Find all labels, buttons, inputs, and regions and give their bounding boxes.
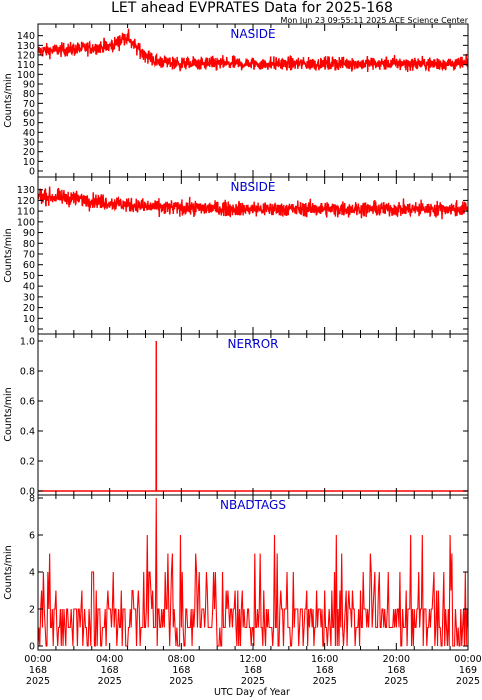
y-tick-label: 40 xyxy=(23,128,35,139)
y-tick-label: 40 xyxy=(23,282,35,293)
x-tick-label-doy: 168 xyxy=(387,665,405,676)
y-axis-label: Counts/min xyxy=(3,73,14,127)
panel-nerror: 0.0 0.2 0.4 0.6 0.8 1.0 NERROR Counts/min xyxy=(3,333,469,498)
panel-label: NBADTAGS xyxy=(220,498,286,512)
y-tick-label: 0 xyxy=(29,167,35,178)
y-tick-label: 90 xyxy=(23,228,35,239)
x-tick-label-year: 2025 xyxy=(241,676,265,687)
y-tick-label: 20 xyxy=(23,303,35,314)
y-axis-label: Counts/min xyxy=(3,228,14,282)
y-tick-label: 2 xyxy=(29,605,35,616)
x-tick-label-year: 2025 xyxy=(456,676,480,687)
y-tick-label: 140 xyxy=(17,31,35,42)
y-axis-label: Counts/min xyxy=(3,545,14,599)
x-tick-label-doy: 168 xyxy=(172,665,190,676)
x-tick-label-doy: 168 xyxy=(316,665,334,676)
chart-title: LET ahead EVPRATES Data for 2025-168 xyxy=(111,0,393,16)
x-tick-label-year: 2025 xyxy=(98,676,122,687)
y-tick-label: 110 xyxy=(17,60,35,71)
x-tick-label-year: 2025 xyxy=(26,676,50,687)
series-line-nbadtags xyxy=(38,497,468,647)
x-tick-label-doy: 168 xyxy=(244,665,262,676)
y-tick-label: 120 xyxy=(17,196,35,207)
y-tick-label: 70 xyxy=(23,99,35,110)
y-tick-label: 100 xyxy=(17,70,35,81)
y-tick-label: 0.6 xyxy=(20,397,35,408)
x-tick-label-doy: 168 xyxy=(101,665,119,676)
x-tick-label-time: 08:00 xyxy=(168,654,195,665)
y-tick-label: 80 xyxy=(23,89,35,100)
y-tick-label: 60 xyxy=(23,260,35,271)
x-tick-label-time: 00:00 xyxy=(454,654,481,665)
y-tick-label: 50 xyxy=(23,118,35,129)
x-axis-ticks: 00:00168202504:00168202508:00168202512:0… xyxy=(24,654,481,687)
series-line-nbside xyxy=(38,186,468,220)
series-line-nerror xyxy=(38,340,468,492)
series-line-naside xyxy=(38,28,468,73)
panel-label: NASIDE xyxy=(230,27,275,41)
y-tick-label: 60 xyxy=(23,109,35,120)
x-axis-label: UTC Day of Year xyxy=(214,687,290,698)
panel-label: NERROR xyxy=(227,337,278,351)
y-tick-label: 1.0 xyxy=(20,337,35,348)
x-tick-label-time: 00:00 xyxy=(24,654,51,665)
y-tick-label: 30 xyxy=(23,292,35,303)
y-tick-label: 0.2 xyxy=(20,457,35,468)
x-tick-label-time: 12:00 xyxy=(239,654,266,665)
y-tick-label: 4 xyxy=(29,568,35,579)
y-tick-label: 0.8 xyxy=(20,367,35,378)
x-tick-label-doy: 168 xyxy=(29,665,47,676)
y-tick-label: 6 xyxy=(29,531,35,542)
y-axis-label: Counts/min xyxy=(3,387,14,441)
y-tick-label: 100 xyxy=(17,217,35,228)
y-tick-label: 110 xyxy=(17,207,35,218)
plot-frame xyxy=(37,333,469,496)
panel-nbadtags: 0 2 4 6 8 NBADTAGS Counts/min xyxy=(3,494,469,653)
y-tick-label: 0 xyxy=(29,325,35,336)
x-tick-label-time: 16:00 xyxy=(311,654,338,665)
y-tick-label: 120 xyxy=(17,51,35,62)
y-tick-label: 90 xyxy=(23,80,35,91)
x-tick-label-doy: 169 xyxy=(459,665,477,676)
x-tick-label-year: 2025 xyxy=(313,676,337,687)
y-tick-label: 130 xyxy=(17,41,35,52)
y-tick-label: 70 xyxy=(23,250,35,261)
x-tick-label-time: 04:00 xyxy=(96,654,123,665)
y-tick-label: 130 xyxy=(17,185,35,196)
x-tick-label-year: 2025 xyxy=(384,676,408,687)
y-tick-label: 20 xyxy=(23,147,35,158)
y-tick-label: 50 xyxy=(23,271,35,282)
panel-label: NBSIDE xyxy=(231,180,276,194)
y-tick-label: 0.0 xyxy=(20,487,35,498)
y-tick-label: 80 xyxy=(23,239,35,250)
y-tick-label: 30 xyxy=(23,138,35,149)
x-tick-label-year: 2025 xyxy=(169,676,193,687)
y-tick-label: 10 xyxy=(23,157,35,168)
y-tick-label: 10 xyxy=(23,314,35,325)
y-tick-label: 8 xyxy=(29,494,35,505)
x-tick-label-time: 20:00 xyxy=(383,654,410,665)
chart-subtitle: Mon Jun 23 09:55:11 2025 ACE Science Cen… xyxy=(280,16,468,25)
y-tick-label: 0.4 xyxy=(20,427,35,438)
y-tick-label: 0 xyxy=(29,642,35,653)
